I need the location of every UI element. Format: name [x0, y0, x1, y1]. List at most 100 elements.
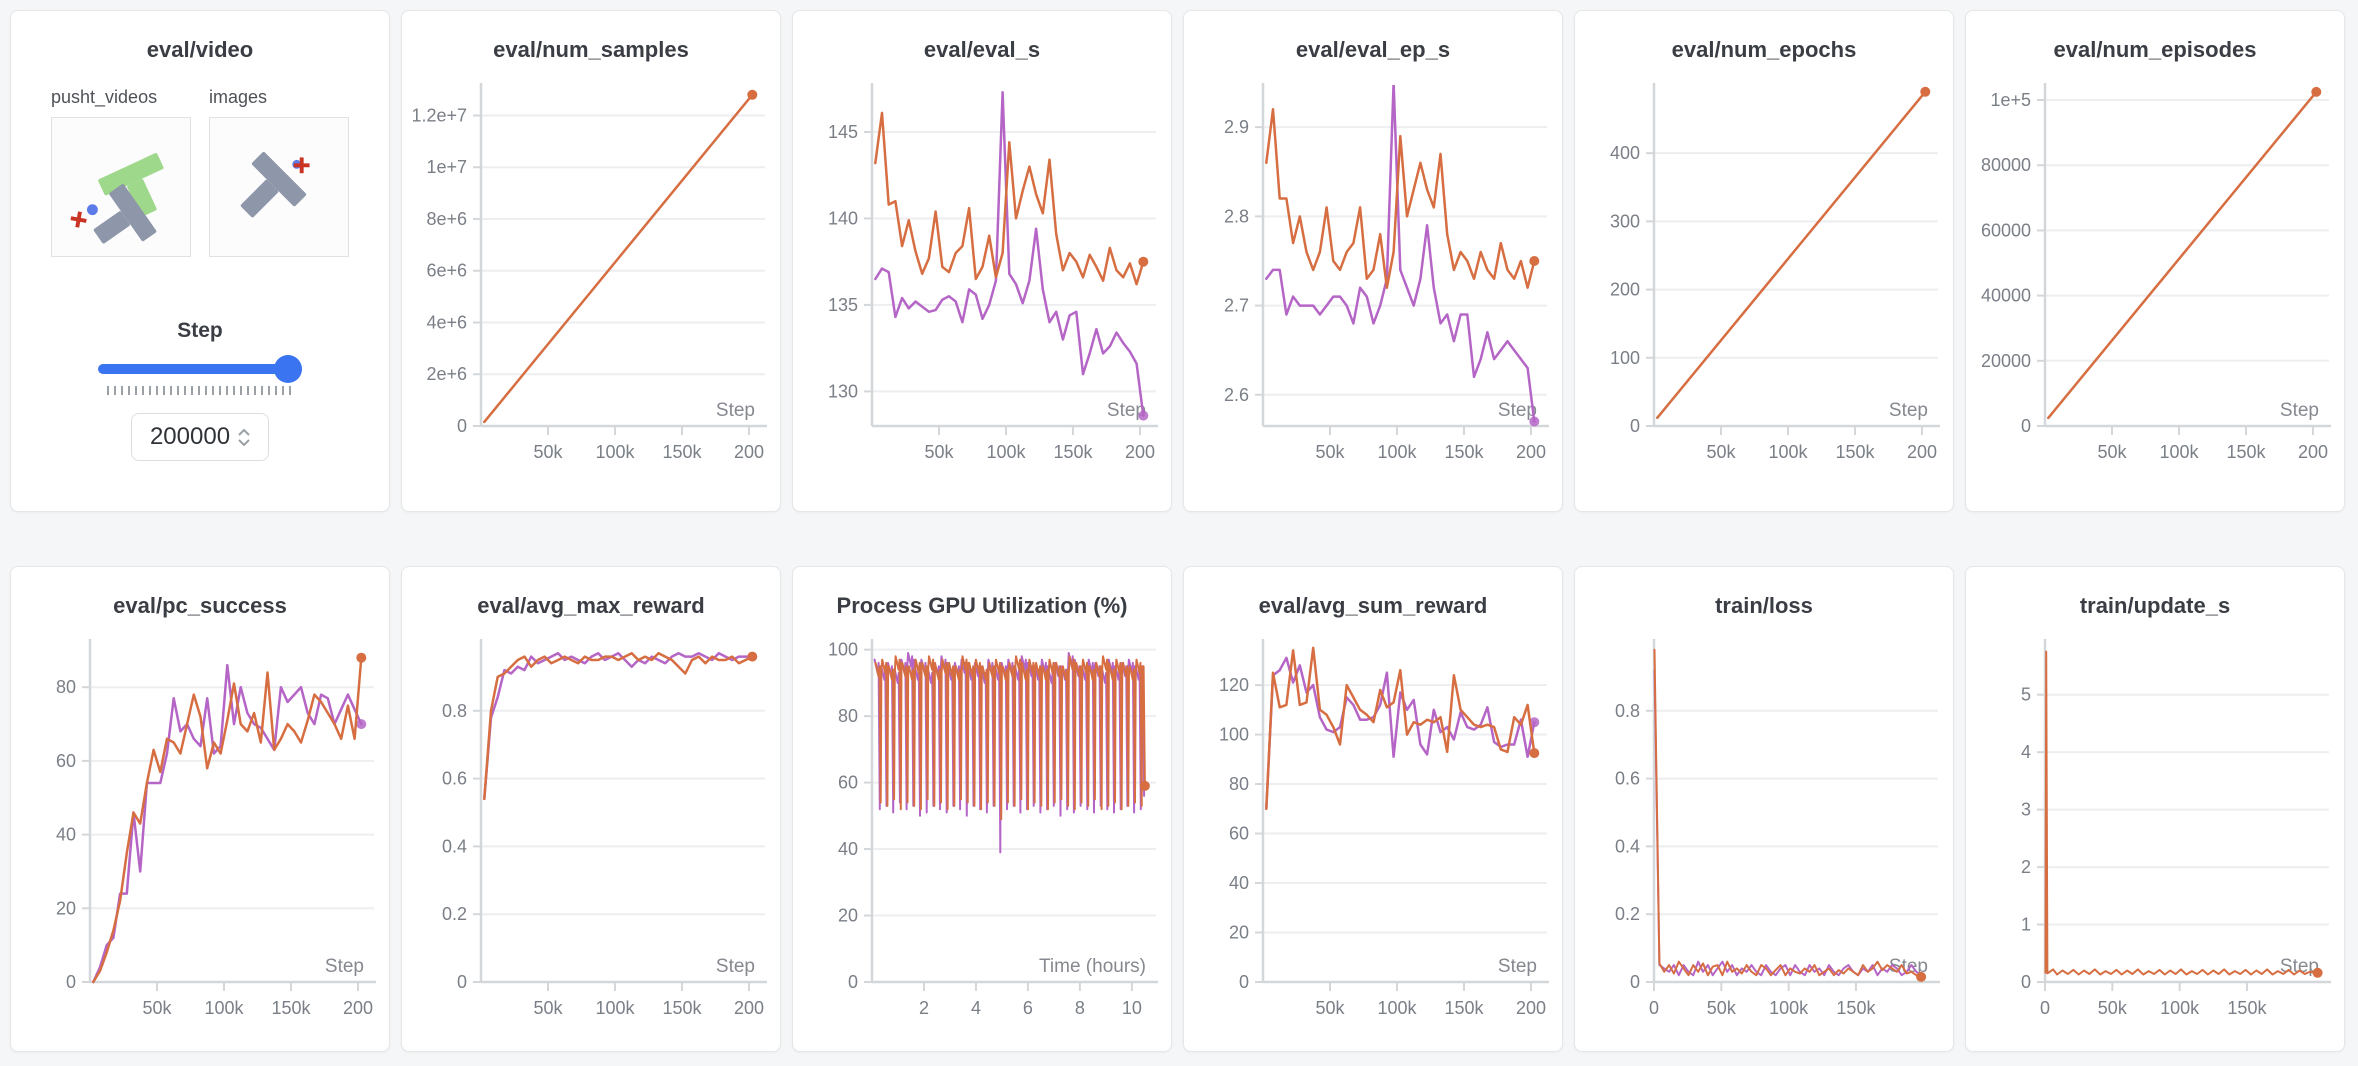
step-value[interactable]: 200000 [149, 423, 231, 450]
svg-text:135: 135 [828, 295, 858, 315]
svg-text:50k: 50k [924, 442, 954, 462]
chart-canvas[interactable]: 0 20 40 60 80 100 120 50k 100k 150k 200 Step [1195, 633, 1551, 1038]
svg-text:100k: 100k [1377, 998, 1417, 1018]
svg-text:100k: 100k [1768, 442, 1808, 462]
svg-text:130: 130 [828, 381, 858, 401]
svg-text:150k: 150k [662, 998, 702, 1018]
svg-text:0.8: 0.8 [1615, 701, 1640, 721]
step-input[interactable]: 200000 [131, 413, 269, 461]
panel-eval-num-samples: eval/num_samples 0 2e+6 4e+6 6e+6 8e+6 1e+7 1.… [401, 10, 781, 512]
svg-text:2.8: 2.8 [1224, 206, 1249, 226]
chart-title: Process GPU Utilization (%) [836, 593, 1128, 618]
svg-text:20: 20 [838, 906, 858, 926]
svg-text:200: 200 [734, 998, 764, 1018]
svg-text:0.6: 0.6 [1615, 769, 1640, 789]
chart-canvas[interactable]: 0 2e+6 4e+6 6e+6 8e+6 1e+7 1.2e+7 50k 100k 150k 20… [413, 77, 769, 482]
svg-text:0: 0 [66, 972, 76, 992]
svg-text:120: 120 [1219, 675, 1249, 695]
svg-text:200: 200 [2298, 442, 2328, 462]
svg-text:0: 0 [2040, 998, 2050, 1018]
chart-title: eval/eval_s [923, 37, 1041, 62]
panel-process-gpu-utilization: Process GPU Utilization (%) 0 20 40 60 80 100… [792, 566, 1172, 1052]
chart-canvas[interactable]: 0 20000 40000 60000 80000 1e+5 50k 100k 150k 200 S… [1977, 77, 2333, 482]
slider-tick-marks [107, 386, 293, 395]
panel-eval-eval-s: eval/eval_s 130 135 140 145 50k 100k 150k 200 St… [792, 10, 1172, 512]
svg-text:145: 145 [828, 122, 858, 142]
panel-eval-video: eval/video pusht_videos [10, 10, 390, 512]
chart-canvas[interactable]: 130 135 140 145 50k 100k 150k 200 Step [804, 77, 1160, 482]
chart-title: eval/avg_sum_reward [1258, 593, 1488, 618]
svg-text:40: 40 [1229, 873, 1249, 893]
panel-eval-eval-ep-s: eval/eval_ep_s 2.6 2.7 2.8 2.9 50k 100k 150k 20… [1183, 10, 1563, 512]
slider-track[interactable] [98, 364, 302, 374]
media-label: pusht_videos [51, 87, 158, 107]
svg-text:0.4: 0.4 [1615, 836, 1640, 856]
svg-text:0: 0 [457, 972, 467, 992]
svg-text:0.6: 0.6 [442, 769, 467, 789]
svg-text:2.7: 2.7 [1224, 296, 1249, 316]
svg-text:60000: 60000 [1981, 220, 2031, 240]
svg-text:40: 40 [838, 839, 858, 859]
svg-text:80: 80 [56, 677, 76, 697]
svg-text:80000: 80000 [1981, 155, 2031, 175]
svg-text:0.2: 0.2 [442, 904, 467, 924]
svg-text:200: 200 [734, 442, 764, 462]
svg-text:Step: Step [716, 400, 755, 421]
media-row: pusht_videos [51, 87, 389, 257]
svg-text:50k: 50k [2097, 442, 2127, 462]
pusht-video-thumbnail[interactable] [51, 117, 191, 257]
svg-text:20: 20 [1229, 923, 1249, 943]
svg-text:100k: 100k [595, 998, 635, 1018]
svg-text:60: 60 [56, 751, 76, 771]
svg-text:Step: Step [2280, 400, 2319, 421]
chart-canvas[interactable]: 0 100 200 300 400 50k 100k 150k 200 Step [1586, 77, 1942, 482]
images-thumbnail[interactable] [209, 117, 349, 257]
panel-eval-avg-max-reward: eval/avg_max_reward 0 0.2 0.4 0.6 0.8 50k 100k… [401, 566, 781, 1052]
svg-text:150k: 150k [662, 442, 702, 462]
svg-text:0: 0 [1630, 972, 1640, 992]
chart-canvas[interactable]: 0 20 40 60 80 50k 100k 150k 200 Step [22, 633, 378, 1038]
chart-title: eval/num_samples [493, 37, 689, 62]
svg-text:150k: 150k [1835, 442, 1875, 462]
svg-text:80: 80 [1229, 774, 1249, 794]
svg-text:0.4: 0.4 [442, 836, 467, 856]
svg-text:Step: Step [1107, 400, 1146, 421]
svg-text:40: 40 [56, 825, 76, 845]
chart-canvas[interactable]: 0 20 40 60 80 100 2 4 6 8 10 Time (hours) [804, 633, 1160, 1038]
panel-title: eval/video [146, 37, 254, 62]
svg-text:2: 2 [2021, 857, 2031, 877]
slider-thumb[interactable] [273, 355, 302, 383]
svg-text:4: 4 [971, 998, 981, 1018]
chart-canvas[interactable]: 0 0.2 0.4 0.6 0.8 50k 100k 150k 200 Step [413, 633, 769, 1038]
panel-eval-pc-success: eval/pc_success 0 20 40 60 80 50k 100k 150k 200 S… [10, 566, 390, 1052]
step-slider[interactable] [98, 355, 302, 383]
svg-text:50k: 50k [2098, 998, 2128, 1018]
chart-title: eval/num_episodes [2053, 37, 2257, 62]
svg-text:20000: 20000 [1981, 351, 2031, 371]
svg-text:50k: 50k [1315, 442, 1345, 462]
svg-text:Step: Step [1498, 400, 1537, 421]
step-slider-label: Step [177, 319, 223, 342]
svg-text:200: 200 [343, 998, 373, 1018]
panel-eval-num-epochs: eval/num_epochs 0 100 200 300 400 50k 100k 150k… [1574, 10, 1954, 512]
pusht-scene-image [240, 152, 310, 218]
gray-t-shape [93, 184, 157, 244]
svg-text:50k: 50k [1315, 998, 1345, 1018]
goal-cross-icon [293, 157, 310, 174]
svg-text:60: 60 [838, 773, 858, 793]
svg-text:6e+6: 6e+6 [426, 261, 467, 281]
stepper-up-icon[interactable] [238, 428, 250, 436]
svg-text:4: 4 [2021, 742, 2031, 762]
svg-text:100k: 100k [2159, 442, 2199, 462]
chart-title: train/update_s [2079, 593, 2231, 618]
chart-canvas[interactable]: 2.6 2.7 2.8 2.9 50k 100k 150k 200 Step [1195, 77, 1551, 482]
svg-text:50k: 50k [142, 998, 172, 1018]
chart-title: eval/eval_ep_s [1295, 37, 1451, 62]
media-label: images [209, 87, 268, 107]
svg-text:150k: 150k [1836, 998, 1876, 1018]
stepper-down-icon[interactable] [238, 438, 250, 446]
goal-cross-icon [70, 211, 87, 228]
